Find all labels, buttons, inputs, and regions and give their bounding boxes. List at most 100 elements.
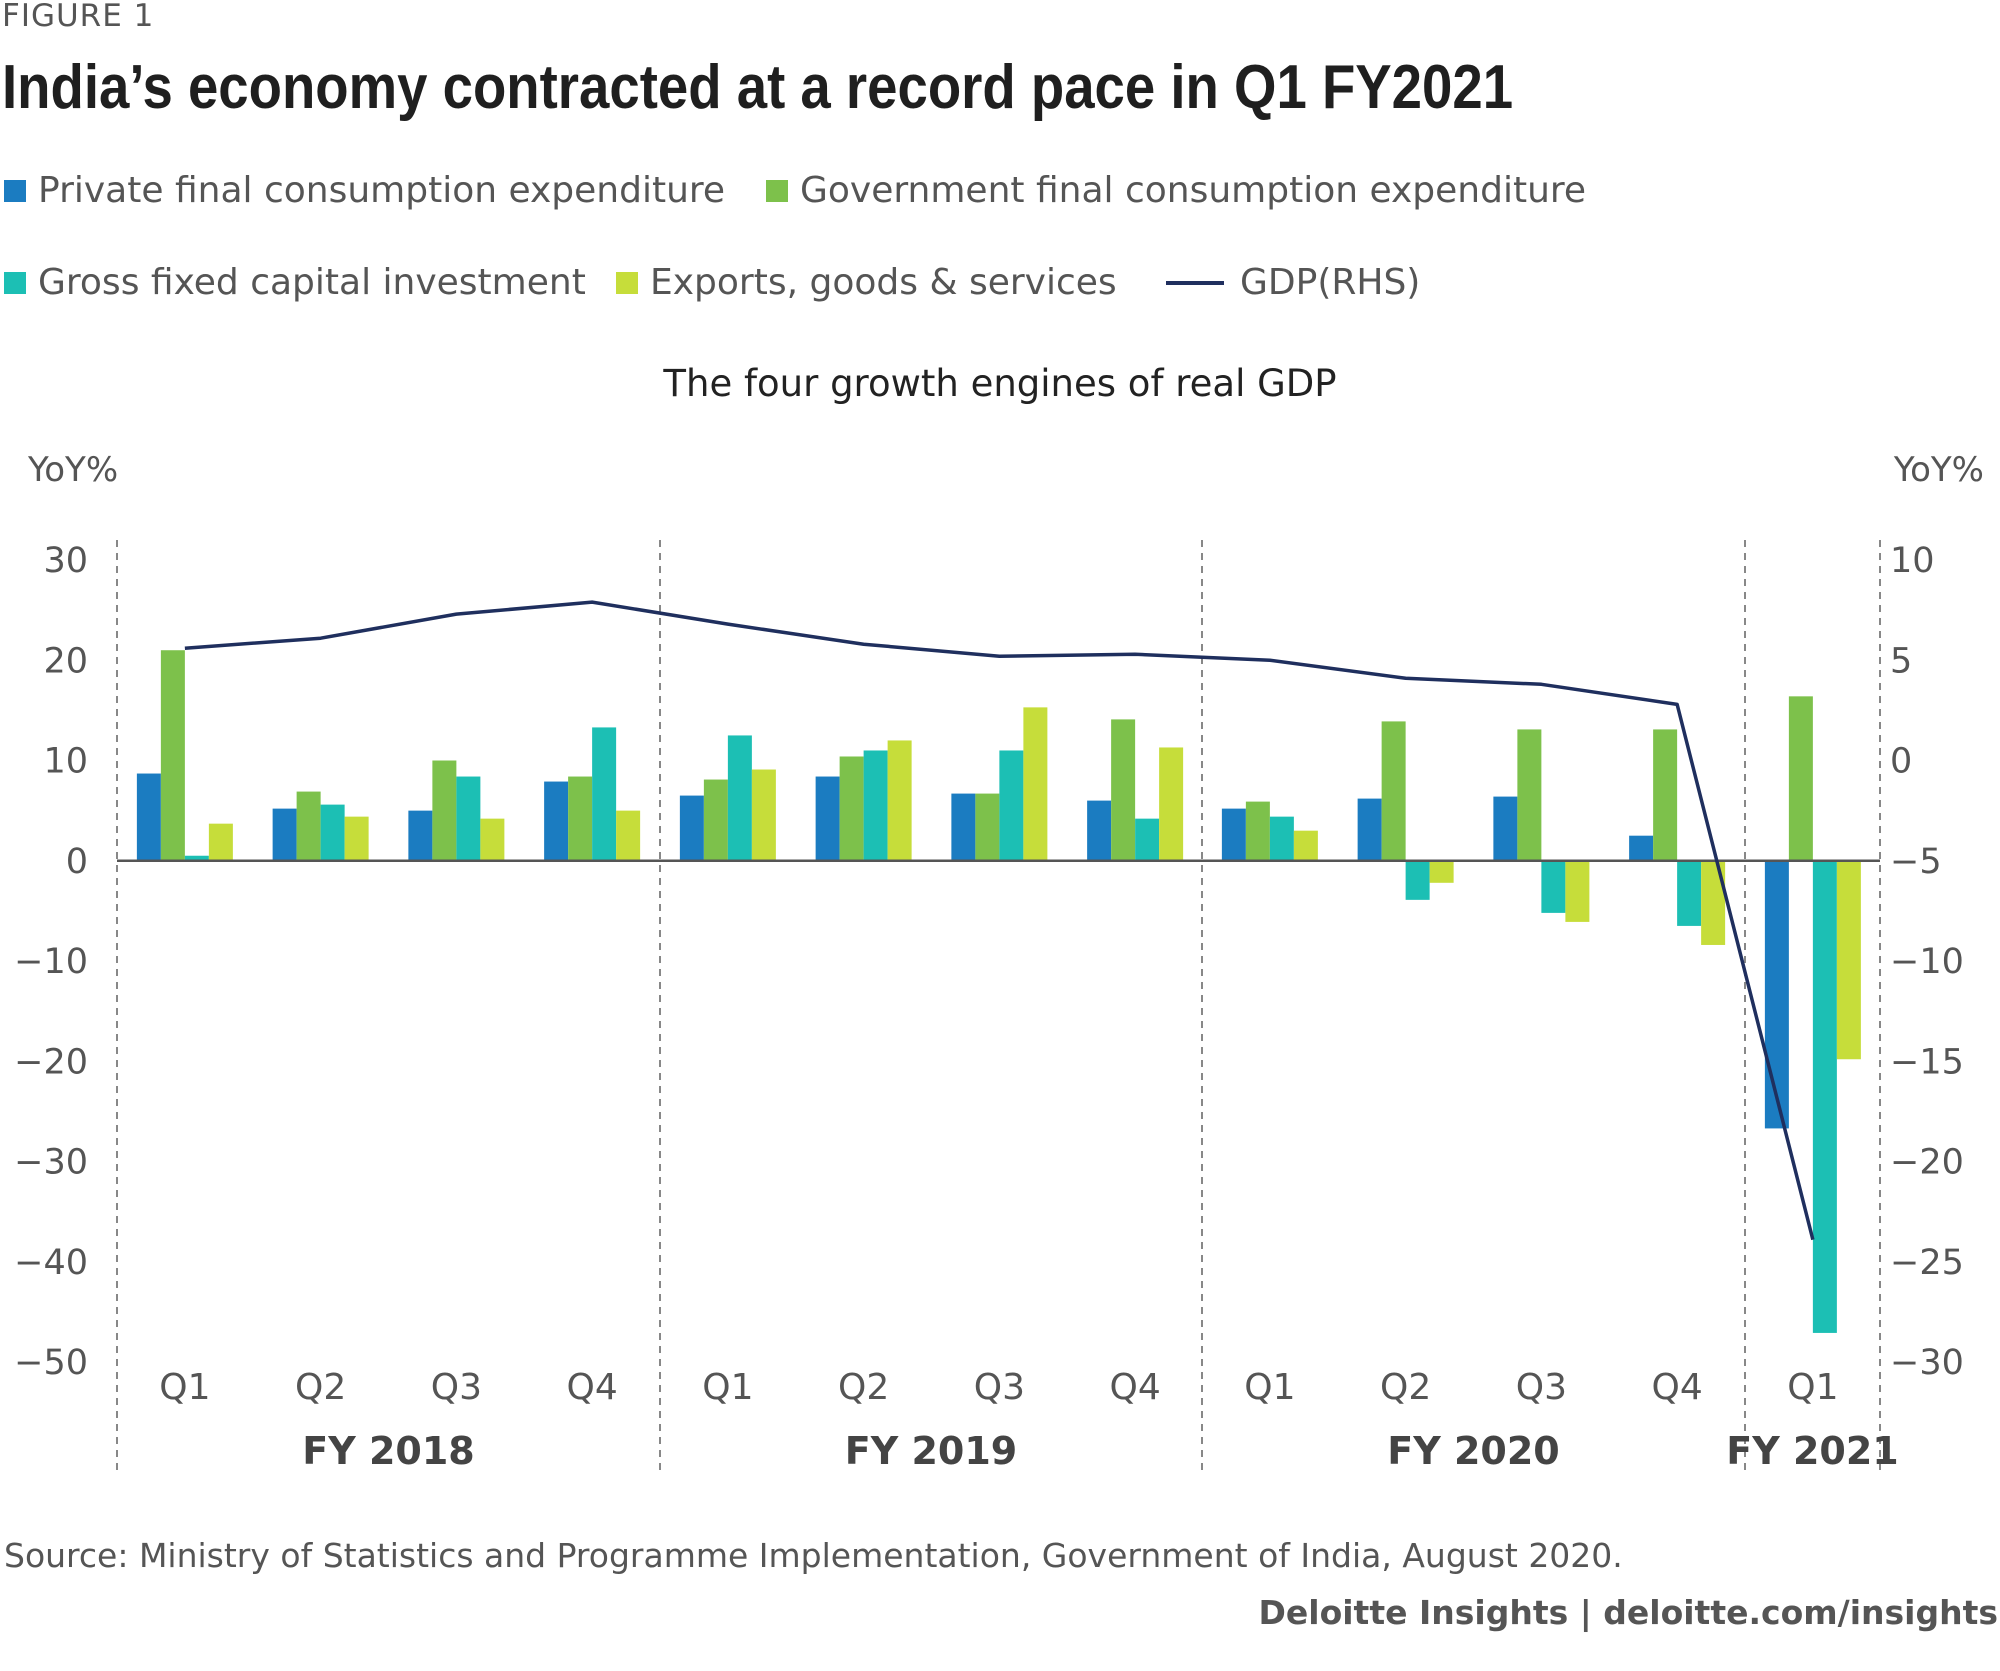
y-tick-left: 20: [43, 641, 88, 681]
bar-3: [1135, 818, 1160, 861]
bar-1: [1493, 796, 1518, 861]
legend-label: Private final consumption expenditure: [38, 170, 726, 211]
bar-1: [1357, 798, 1382, 861]
figure-label: FIGURE 1: [2, 0, 155, 34]
bar-2: [1788, 696, 1813, 861]
y-tick-right: 5: [1890, 641, 1912, 681]
x-tick-label: Q3: [974, 1367, 1025, 1408]
x-tick-label: Q4: [1652, 1367, 1703, 1408]
bar-4: [1429, 860, 1454, 883]
bar-2: [1517, 729, 1542, 861]
bar-4: [344, 816, 369, 861]
y-tick-right: −10: [1890, 942, 1964, 982]
y-tick-left: 30: [43, 541, 88, 581]
y-tick-left: −30: [14, 1143, 88, 1183]
bar-4: [1836, 860, 1861, 1060]
x-tick-label: Q2: [838, 1367, 889, 1408]
bar-4: [208, 823, 233, 861]
x-tick-label: Q2: [1380, 1367, 1431, 1408]
bar-1: [679, 795, 704, 861]
x-tick-label: Q3: [431, 1367, 482, 1408]
bar-2: [432, 760, 457, 861]
y-tick-right: −20: [1890, 1143, 1964, 1183]
bar-3: [1541, 860, 1566, 913]
y-axis-label-left: YoY%: [28, 450, 119, 490]
y-tick-right: −30: [1890, 1343, 1964, 1383]
bar-4: [1565, 860, 1590, 922]
legend-swatch-private-consumption: [4, 179, 26, 202]
bar-3: [1405, 860, 1430, 900]
bar-1: [1087, 800, 1112, 861]
bar-1: [1764, 860, 1789, 1129]
legend-label: Exports, goods & services: [650, 262, 1117, 303]
y-tick-left: −20: [14, 1042, 88, 1082]
bar-4: [480, 818, 505, 861]
x-tick-label: Q1: [1244, 1367, 1295, 1408]
bar-4: [751, 769, 776, 861]
legend-swatch-exports: [616, 271, 638, 294]
bar-1: [951, 793, 976, 861]
legend-label: GDP(RHS): [1240, 262, 1421, 303]
group-label: FY 2018: [302, 1429, 474, 1473]
y-tick-right: −15: [1890, 1042, 1964, 1082]
bar-3: [727, 735, 752, 861]
legend-item-exports: Exports, goods & services: [616, 262, 1117, 303]
legend-item-gross-fixed-capital: Gross fixed capital investment: [4, 262, 586, 303]
bar-3: [1269, 816, 1294, 861]
legend-line-gdp: [1166, 280, 1224, 285]
bar-3: [1677, 860, 1702, 926]
x-tick-label: Q4: [567, 1367, 618, 1408]
y-tick-right: 0: [1890, 742, 1912, 782]
bar-1: [1221, 808, 1246, 861]
bar-3: [863, 750, 888, 861]
x-tick-label: Q1: [702, 1367, 753, 1408]
bar-1: [408, 810, 433, 861]
group-label: FY 2021: [1726, 1429, 1898, 1473]
bar-4: [616, 810, 641, 861]
legend-label: Government final consumption expenditure: [800, 170, 1587, 211]
x-tick-label: Q1: [159, 1367, 210, 1408]
x-tick-label: Q2: [295, 1367, 346, 1408]
chart-title: India’s economy contracted at a record p…: [2, 53, 1514, 122]
y-tick-left: 0: [66, 842, 88, 882]
bar-3: [1812, 860, 1837, 1333]
legend-item-private-consumption: Private final consumption expenditure: [4, 170, 725, 211]
credit-line: Deloitte Insights | deloitte.com/insight…: [1258, 1593, 1998, 1632]
y-tick-left: −10: [14, 942, 88, 982]
bar-4: [1293, 830, 1318, 861]
bar-2: [839, 756, 864, 861]
bar-2: [1111, 719, 1136, 861]
bar-4: [1023, 707, 1048, 861]
bar-1: [136, 773, 161, 861]
bar-3: [592, 727, 617, 861]
bar-1: [544, 781, 569, 861]
source-note: Source: Ministry of Statistics and Progr…: [4, 1536, 1623, 1575]
y-tick-right: −5: [1890, 842, 1942, 882]
bar-2: [296, 791, 321, 861]
x-tick-label: Q4: [1110, 1367, 1161, 1408]
group-label: FY 2019: [845, 1429, 1017, 1473]
chart-subtitle: The four growth engines of real GDP: [663, 362, 1337, 405]
legend-item-gdp: GDP(RHS): [1166, 262, 1420, 303]
bar-3: [456, 776, 481, 861]
bar-3: [184, 855, 209, 861]
legend-item-government-consumption: Government final consumption expenditure: [766, 170, 1586, 211]
bar-2: [1381, 721, 1406, 861]
y-tick-left: −50: [14, 1343, 88, 1383]
bar-2: [703, 779, 728, 861]
y-tick-right: 10: [1890, 541, 1935, 581]
bar-1: [815, 776, 840, 861]
bar-2: [975, 793, 1000, 861]
legend-label: Gross fixed capital investment: [38, 262, 586, 303]
bar-3: [999, 750, 1024, 861]
bar-4: [887, 740, 912, 861]
bar-2: [1653, 729, 1678, 861]
y-tick-left: −40: [14, 1243, 88, 1283]
group-label: FY 2020: [1387, 1429, 1559, 1473]
x-tick-label: Q1: [1787, 1367, 1838, 1408]
y-axis-label-right: YoY%: [1893, 450, 1984, 490]
x-tick-label: Q3: [1516, 1367, 1567, 1408]
gdp-line: [184, 600, 1815, 1241]
legend-swatch-gross-fixed-capital: [4, 271, 26, 294]
